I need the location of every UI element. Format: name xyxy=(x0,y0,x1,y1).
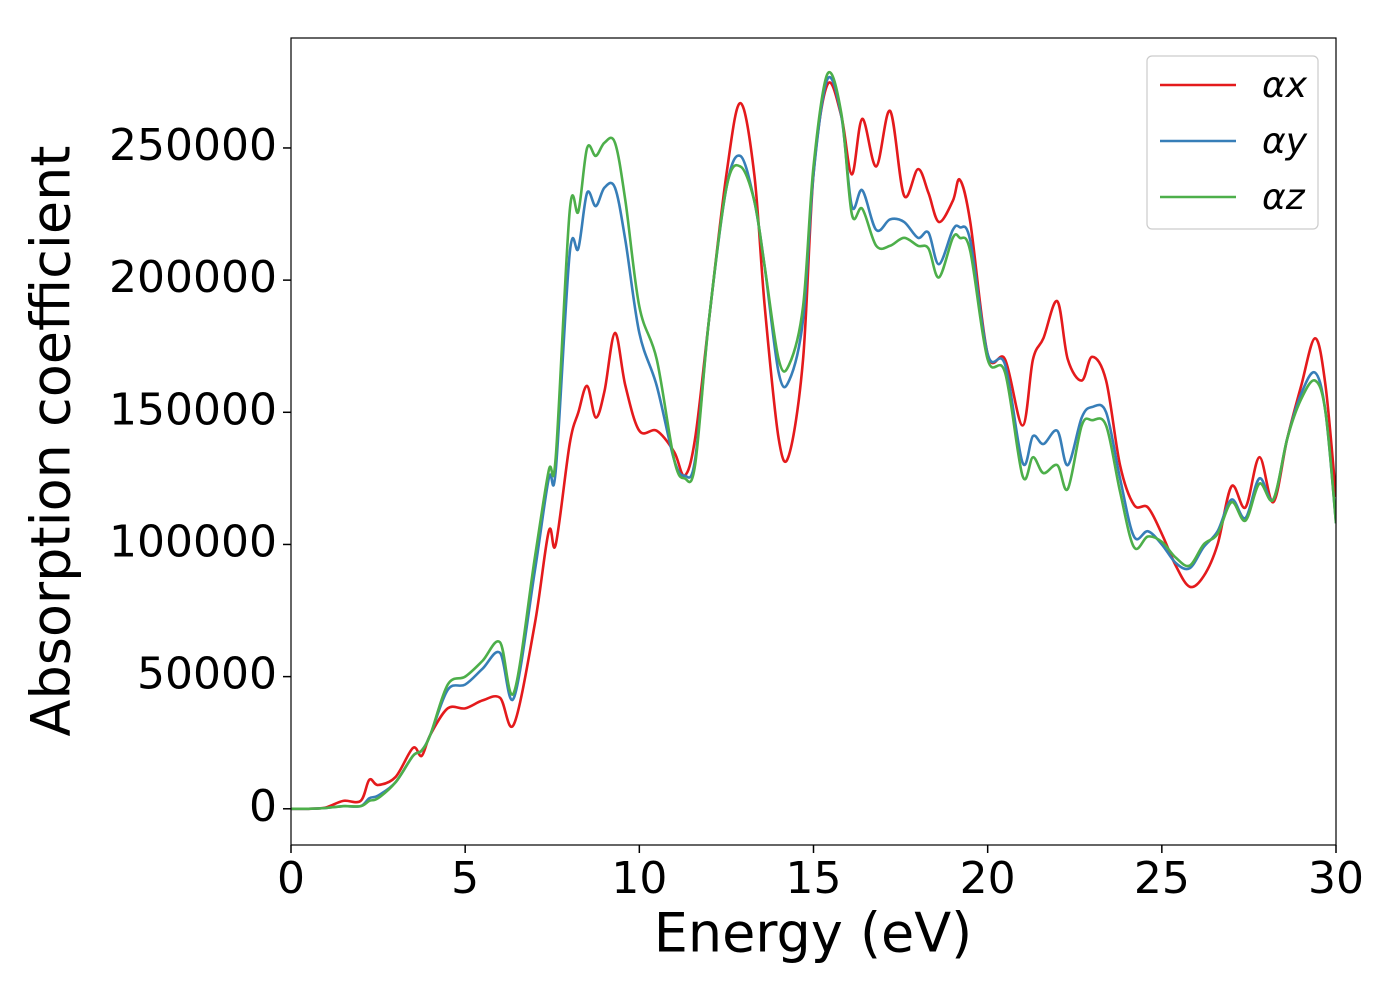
y-axis-label: Absorption coefficient xyxy=(20,146,83,737)
y-tick-label: 200000 xyxy=(109,252,277,303)
y-tick-label: 50000 xyxy=(137,649,277,700)
x-tick-label: 0 xyxy=(277,853,305,904)
x-tick-label: 25 xyxy=(1134,853,1190,904)
x-tick-label: 15 xyxy=(786,853,842,904)
y-tick-label: 150000 xyxy=(109,384,277,435)
legend-box xyxy=(1146,55,1319,230)
x-axis-label: Energy (eV) xyxy=(654,902,973,965)
x-tick-label: 5 xyxy=(451,853,479,904)
y-tick-label: 250000 xyxy=(109,120,277,171)
y-tick-label: 100000 xyxy=(109,516,277,567)
x-tick-label: 30 xyxy=(1308,853,1364,904)
legend-label: αy xyxy=(1262,121,1308,162)
series-line xyxy=(291,70,1336,811)
x-tick-label: 20 xyxy=(960,853,1016,904)
x-tick-label: 10 xyxy=(611,853,667,904)
legend-label: αx xyxy=(1262,65,1308,106)
plot-frame xyxy=(290,37,1337,846)
legend-label: αz xyxy=(1262,177,1306,218)
y-tick-label: 0 xyxy=(249,781,277,832)
